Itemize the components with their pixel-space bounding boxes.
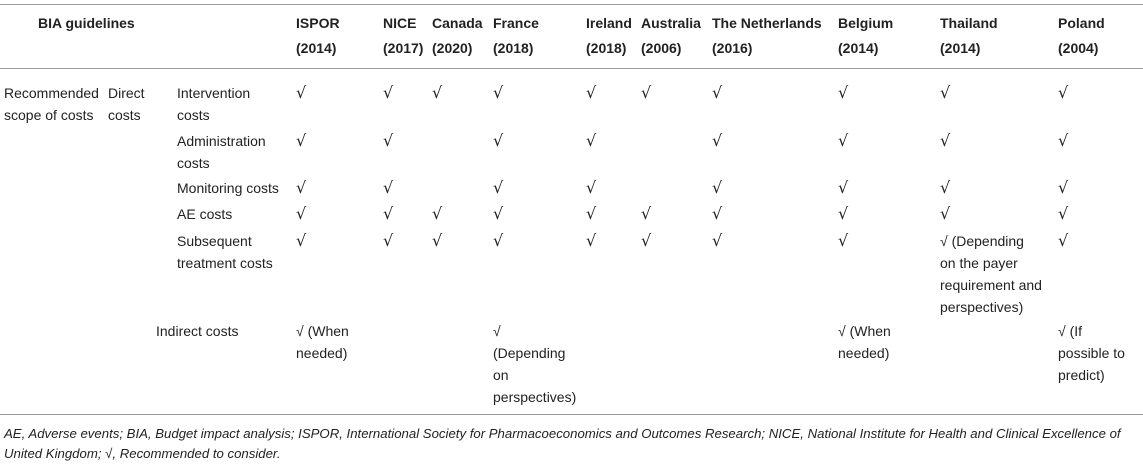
table-top-rule xyxy=(0,4,1143,5)
header-belgium-year: (2014) xyxy=(838,40,879,56)
cell-monitoring-belgium: √ xyxy=(838,178,849,197)
header-thailand-year: (2014) xyxy=(940,40,981,56)
header-canada-year: (2020) xyxy=(432,40,473,56)
header-title: BIA guidelines xyxy=(38,15,135,31)
cell-ae-canada: √ xyxy=(432,204,443,223)
cell-administration-nice: √ xyxy=(383,131,394,150)
row-label-subsequent: Subsequent treatment costs xyxy=(177,233,273,271)
cell-administration-ispor: √ xyxy=(296,131,307,150)
cell-ae-thailand: √ xyxy=(940,204,951,223)
header-ispor-year: (2014) xyxy=(296,40,337,56)
row-label-monitoring: Monitoring costs xyxy=(177,180,279,196)
cell-subsequent-ispor: √ xyxy=(296,231,307,250)
header-poland-year: (2004) xyxy=(1058,40,1099,56)
cell-intervention-poland: √ xyxy=(1058,83,1069,102)
row-label-administration: Administration costs xyxy=(177,133,266,171)
header-netherlands-year: (2016) xyxy=(712,40,753,56)
header-bottom-rule xyxy=(0,68,1143,69)
cell-monitoring-netherlands: √ xyxy=(712,178,723,197)
cell-administration-netherlands: √ xyxy=(712,131,723,150)
header-ireland-year: (2018) xyxy=(586,40,627,56)
cell-ae-nice: √ xyxy=(383,204,394,223)
group-indirect-costs: Indirect costs xyxy=(156,323,239,339)
header-nice-name: NICE xyxy=(383,15,417,31)
header-france-name: France xyxy=(493,15,539,31)
cell-administration-poland: √ xyxy=(1058,131,1069,150)
cell-ae-ispor: √ xyxy=(296,204,307,223)
cell-indirect-ispor: √ (When needed) xyxy=(296,323,349,361)
cell-ae-australia: √ xyxy=(641,204,652,223)
cell-subsequent-ireland: √ xyxy=(586,231,597,250)
header-thailand-name: Thailand xyxy=(940,15,998,31)
cell-ae-ireland: √ xyxy=(586,204,597,223)
header-ispor-name: ISPOR xyxy=(296,15,340,31)
cell-indirect-poland: √ (If possible to predict) xyxy=(1058,323,1125,383)
cell-indirect-belgium: √ (When needed) xyxy=(838,323,891,361)
cell-subsequent-belgium: √ xyxy=(838,231,849,250)
group-direct-costs: Direct costs xyxy=(108,85,145,123)
cell-intervention-canada: √ xyxy=(432,83,443,102)
cell-monitoring-ireland: √ xyxy=(586,178,597,197)
header-canada-name: Canada xyxy=(432,15,483,31)
cell-intervention-belgium: √ xyxy=(838,83,849,102)
header-australia-year: (2006) xyxy=(641,40,682,56)
cell-intervention-australia: √ xyxy=(641,83,652,102)
cell-administration-ireland: √ xyxy=(586,131,597,150)
row-label-intervention: Intervention costs xyxy=(177,85,251,123)
table-bottom-rule xyxy=(0,414,1143,415)
cell-subsequent-thailand: √ (Depending on the payer requirement an… xyxy=(940,233,1042,315)
cell-intervention-nice: √ xyxy=(383,83,394,102)
cell-subsequent-france: √ xyxy=(493,231,504,250)
cell-subsequent-netherlands: √ xyxy=(712,231,723,250)
cell-administration-belgium: √ xyxy=(838,131,849,150)
cell-intervention-ispor: √ xyxy=(296,83,307,102)
cell-monitoring-france: √ xyxy=(493,178,504,197)
header-netherlands-name: The Netherlands xyxy=(712,15,822,31)
cell-subsequent-nice: √ xyxy=(383,231,394,250)
cell-monitoring-nice: √ xyxy=(383,178,394,197)
cell-intervention-france: √ xyxy=(493,83,504,102)
cell-intervention-ireland: √ xyxy=(586,83,597,102)
cell-subsequent-poland: √ xyxy=(1058,231,1069,250)
cell-ae-france: √ xyxy=(493,204,504,223)
cell-ae-poland: √ xyxy=(1058,204,1069,223)
cell-monitoring-thailand: √ xyxy=(940,178,951,197)
cell-ae-netherlands: √ xyxy=(712,204,723,223)
cell-intervention-netherlands: √ xyxy=(712,83,723,102)
header-belgium-name: Belgium xyxy=(838,15,894,31)
cell-subsequent-canada: √ xyxy=(432,231,443,250)
table-footnote: AE, Adverse events; BIA, Budget impact a… xyxy=(4,426,1121,461)
cell-monitoring-ispor: √ xyxy=(296,178,307,197)
cell-subsequent-australia: √ xyxy=(641,231,652,250)
cell-indirect-france: √ (Depending on perspectives) xyxy=(493,323,577,405)
header-australia-name: Australia xyxy=(641,15,701,31)
cell-monitoring-poland: √ xyxy=(1058,178,1069,197)
cell-administration-thailand: √ xyxy=(940,131,951,150)
cell-intervention-thailand: √ xyxy=(940,83,951,102)
cell-ae-belgium: √ xyxy=(838,204,849,223)
header-ireland-name: Ireland xyxy=(586,15,632,31)
header-nice-year: (2017) xyxy=(383,40,424,56)
header-france-year: (2018) xyxy=(493,40,534,56)
category-label: Recommended scope of costs xyxy=(4,85,99,123)
cell-administration-france: √ xyxy=(493,131,504,150)
row-label-ae: AE costs xyxy=(177,206,233,222)
header-poland-name: Poland xyxy=(1058,15,1105,31)
